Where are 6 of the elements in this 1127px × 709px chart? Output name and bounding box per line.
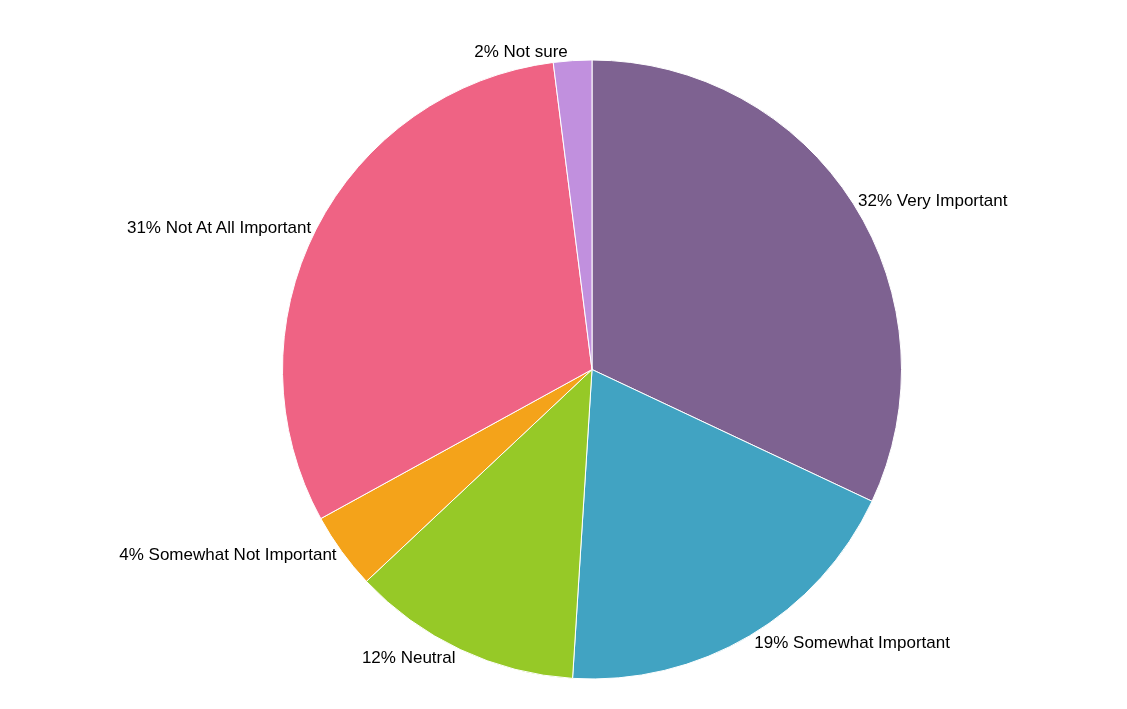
slice-label: 4% Somewhat Not Important	[119, 545, 337, 565]
slice-label: 12% Neutral	[361, 647, 456, 667]
slice-label: 31% Not At All Important	[126, 217, 312, 237]
slice-label: 32% Very Important	[858, 191, 1008, 211]
slice-label: 2% Not sure	[474, 41, 568, 61]
slice-label: 19% Somewhat Important	[754, 633, 951, 653]
